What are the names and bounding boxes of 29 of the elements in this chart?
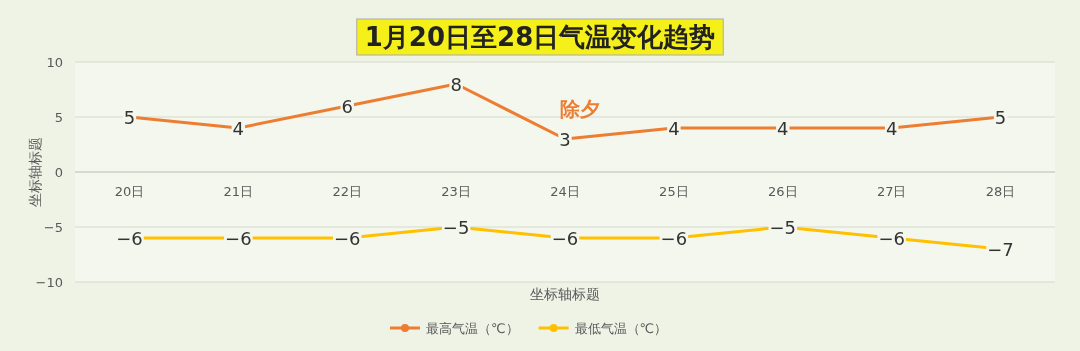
data-label: 3 [559, 129, 571, 150]
data-label: 6 [341, 96, 353, 117]
legend-label: 最高气温（℃） [426, 321, 519, 336]
chart-title: 1月20日至28日气温变化趋势 [364, 22, 716, 52]
y-tick-label: 10 [46, 55, 63, 70]
data-label: 4 [232, 118, 245, 139]
data-label: 5 [123, 107, 136, 128]
y-tick-label: 5 [54, 110, 63, 125]
x-tick-label: 20日 [114, 184, 145, 199]
data-label: 5 [994, 107, 1007, 128]
data-label: 4 [668, 118, 680, 139]
annotation: 除夕 [559, 97, 600, 121]
data-label: 8 [450, 74, 462, 95]
data-label: 4 [777, 118, 789, 139]
y-axis-title: 坐标轴标题 [27, 137, 43, 207]
legend-label: 最低气温（℃） [574, 321, 668, 336]
data-label: 4 [885, 118, 898, 139]
x-tick-label: 27日 [876, 184, 907, 199]
x-tick-label: 23日 [441, 184, 471, 199]
x-tick-label: 22日 [332, 184, 362, 199]
x-tick-label: 26日 [768, 184, 798, 199]
x-axis-title: 坐标轴标题 [530, 286, 600, 302]
x-tick-label: 21日 [223, 184, 254, 199]
x-tick-label: 28日 [985, 184, 1016, 199]
x-tick-label: 25日 [659, 184, 689, 199]
y-tick-label: −10 [35, 275, 63, 290]
y-tick-label: −5 [43, 220, 63, 235]
y-tick-label: 0 [54, 165, 63, 180]
x-tick-label: 24日 [550, 184, 580, 199]
